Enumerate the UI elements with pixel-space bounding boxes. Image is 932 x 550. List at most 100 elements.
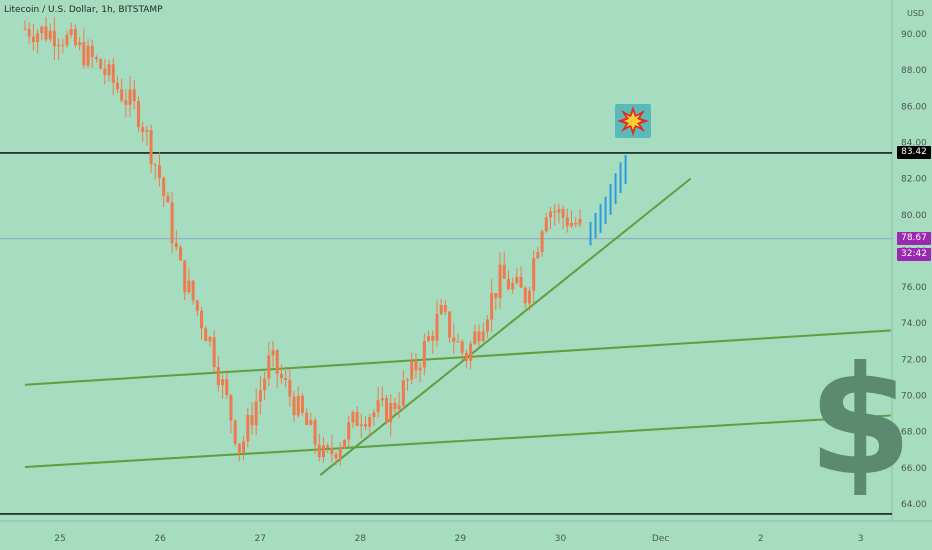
candle-body xyxy=(145,129,149,132)
candle-body xyxy=(313,420,317,445)
candle-body xyxy=(288,379,292,397)
candle-body xyxy=(254,401,258,426)
candle-body xyxy=(200,310,204,329)
candle-body xyxy=(523,287,527,304)
dollar-sign-icon: $ xyxy=(808,335,913,509)
candle-body xyxy=(191,280,195,301)
candle-body xyxy=(321,445,325,458)
candle-body xyxy=(157,165,161,178)
candle-body xyxy=(532,258,536,291)
candle-body xyxy=(124,100,128,105)
candle-body xyxy=(477,331,481,342)
y-tick-label: 70.00 xyxy=(901,392,927,402)
candle-body xyxy=(485,319,489,332)
candle-body xyxy=(481,331,485,342)
candle-body xyxy=(296,395,300,416)
candle-body xyxy=(439,305,443,315)
candle-body xyxy=(418,367,422,371)
candle-body xyxy=(275,350,279,374)
price-tag-countdown: 32:42 xyxy=(897,247,931,261)
y-tick-label: 68.00 xyxy=(901,428,927,438)
candle-body xyxy=(153,164,157,166)
candle-body xyxy=(132,89,136,102)
candle-body xyxy=(557,209,561,213)
x-tick-label: 28 xyxy=(355,534,367,544)
candle-body xyxy=(136,101,140,128)
candle-body xyxy=(380,398,384,401)
candle-body xyxy=(52,30,56,47)
candle-body xyxy=(435,314,439,341)
projection-bar xyxy=(594,212,597,239)
x-tick-label: 25 xyxy=(54,534,65,544)
candle-body xyxy=(506,278,510,290)
candle-body xyxy=(561,209,565,218)
candle-body xyxy=(141,127,145,132)
candle-body xyxy=(65,34,69,46)
candle-body xyxy=(330,447,334,455)
candle-body xyxy=(565,217,569,227)
candle-body xyxy=(170,202,174,243)
x-tick-label: 2 xyxy=(758,534,764,544)
y-tick-label: 66.00 xyxy=(901,464,927,474)
candle-body xyxy=(393,402,397,409)
candle-body xyxy=(78,42,82,46)
candle-body xyxy=(511,283,515,290)
candle-body xyxy=(162,177,166,196)
candle-body xyxy=(237,443,241,453)
candle-body xyxy=(195,300,199,311)
y-tick-label: 64.00 xyxy=(901,500,927,510)
candle-body xyxy=(128,89,132,105)
candle-body xyxy=(305,412,309,425)
candle-body xyxy=(179,247,183,261)
projection-bar xyxy=(624,155,627,185)
projection-bar xyxy=(609,184,612,215)
candle-body xyxy=(36,33,40,43)
candle-body xyxy=(519,276,523,288)
candle-body xyxy=(267,355,271,379)
candle-body xyxy=(406,379,410,381)
candle-body xyxy=(44,26,48,40)
candle-body xyxy=(31,36,35,43)
candle-body xyxy=(544,217,548,232)
candle-body xyxy=(86,45,90,66)
x-tick-label: Dec xyxy=(652,534,669,544)
candle-body xyxy=(490,293,494,320)
projection-bar xyxy=(614,173,617,204)
candle-body xyxy=(271,350,275,356)
candle-body xyxy=(355,411,359,426)
candle-body xyxy=(103,68,107,75)
candle-body xyxy=(574,222,578,225)
y-tick-label: 80.00 xyxy=(901,211,927,221)
chart-title: Litecoin / U.S. Dollar, 1h, BITSTAMP xyxy=(4,5,163,15)
candle-body xyxy=(347,422,351,440)
explosion-icon[interactable] xyxy=(615,104,651,138)
candle-body xyxy=(502,264,506,279)
candle-body xyxy=(448,311,452,338)
candle-body xyxy=(351,411,355,423)
candle-body xyxy=(452,337,456,342)
candle-body xyxy=(263,378,267,391)
candle-body xyxy=(401,380,405,406)
trend-line xyxy=(319,177,692,476)
candle-body xyxy=(82,42,86,66)
candle-body xyxy=(359,424,363,426)
candle-body xyxy=(469,343,473,361)
candle-body xyxy=(90,45,94,58)
x-tick-label: 26 xyxy=(154,534,166,544)
candle-body xyxy=(372,412,376,417)
candle-body xyxy=(548,211,552,218)
candle-body xyxy=(99,59,103,69)
projection-bar xyxy=(589,222,592,246)
y-tick-label: 74.00 xyxy=(901,319,927,329)
candle-body xyxy=(279,373,283,379)
candle-body xyxy=(221,379,225,386)
candle-body xyxy=(342,439,346,448)
candle-body xyxy=(166,195,170,203)
x-tick-label: 29 xyxy=(455,534,467,544)
candle-body xyxy=(300,395,304,413)
projection-bar xyxy=(619,162,622,194)
candle-body xyxy=(187,280,191,293)
candle-body xyxy=(364,424,368,427)
